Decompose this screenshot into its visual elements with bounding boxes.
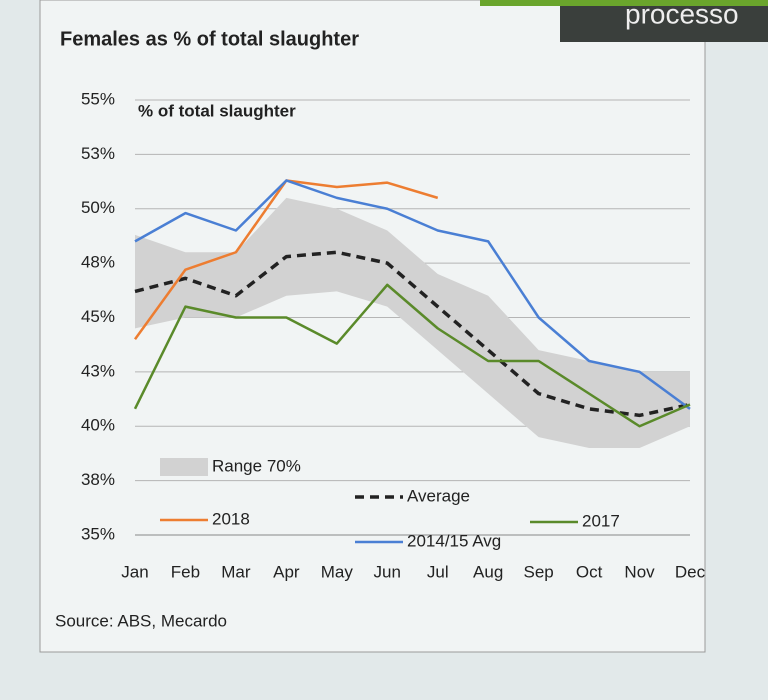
- legend-label: 2018: [212, 509, 250, 528]
- x-tick-label: Mar: [221, 562, 251, 581]
- y-tick-label: 38%: [81, 470, 115, 489]
- slide-header-text: processo: [625, 0, 739, 29]
- y-axis-label: % of total slaughter: [138, 101, 296, 120]
- source-note: Source: ABS, Mecardo: [55, 611, 227, 630]
- x-tick-label: Jun: [374, 562, 401, 581]
- slide-header-bar: [560, 0, 768, 42]
- slide-header-stripe: [480, 0, 768, 6]
- x-tick-label: Aug: [473, 562, 503, 581]
- y-tick-label: 43%: [81, 361, 115, 380]
- y-tick-label: 40%: [81, 416, 115, 435]
- x-tick-label: Jan: [121, 562, 148, 581]
- x-tick-label: Feb: [171, 562, 200, 581]
- legend-swatch: [160, 458, 208, 476]
- x-tick-label: Nov: [624, 562, 655, 581]
- series-line: [133, 283, 691, 428]
- y-tick-label: 35%: [81, 524, 115, 543]
- x-tick-label: Jul: [427, 562, 449, 581]
- legend-label: Average: [407, 486, 470, 505]
- y-tick-label: 50%: [81, 198, 115, 217]
- y-tick-label: 55%: [81, 89, 115, 108]
- y-tick-label: 53%: [81, 144, 115, 163]
- legend-label: 2017: [582, 511, 620, 530]
- legend-label: 2014/15 Avg: [407, 531, 501, 550]
- range-band: [135, 197, 690, 448]
- x-tick-label: Apr: [273, 562, 300, 581]
- y-tick-label: 45%: [81, 307, 115, 326]
- x-tick-label: Oct: [576, 562, 603, 581]
- chart-frame: [39, 0, 706, 653]
- x-tick-label: Sep: [524, 562, 554, 581]
- series-line: [134, 250, 691, 418]
- x-tick-label: Dec: [675, 562, 706, 581]
- legend-label: Range 70%: [212, 456, 301, 475]
- y-tick-label: 48%: [81, 253, 115, 272]
- series-line: [134, 179, 691, 410]
- chart-title: Females as % of total slaughter: [60, 28, 359, 50]
- x-tick-label: May: [321, 562, 354, 581]
